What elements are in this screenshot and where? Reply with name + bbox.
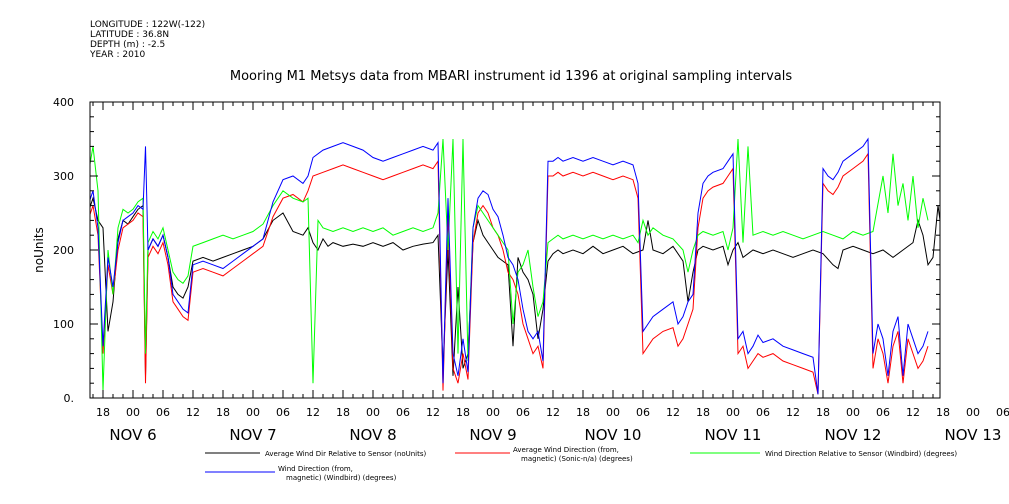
x-tick-label: 18 [456,406,470,419]
y-tick-label: 100 [53,318,74,331]
y-tick-label: 200 [53,244,74,257]
y-tick-label: 300 [53,170,74,183]
legend-entry-2: Average Wind Direction (from, magnetic) (… [513,446,633,463]
depth-label: DEPTH (m) : -2.5 [90,40,166,50]
x-tick-label: 00 [846,406,860,419]
legend-entry-1: Average Wind Dir Relative to Sensor (noU… [265,450,426,458]
x-tick-label: 18 [936,406,950,419]
y-tick-label: 400 [53,96,74,109]
x-tick-label: 06 [156,406,170,419]
x-day-label: NOV 7 [229,426,276,444]
x-tick-label: 00 [606,406,620,419]
chart-title: Mooring M1 Metsys data from MBARI instru… [230,69,792,84]
series-line-3 [90,138,929,391]
y-axis-label: noUnits [32,227,46,273]
x-tick-label: 12 [186,406,200,419]
latitude-label: LATITUDE : 36.8N [90,30,170,40]
legend-entry-line: magnetic) (Sonic-n/a) (degrees) [521,455,633,463]
year-label: YEAR : 2010 [90,50,146,60]
x-tick-label: 06 [516,406,530,419]
x-day-label: NOV 10 [585,426,642,444]
x-tick-label: 18 [96,406,110,419]
legend-entry-line: Average Wind Direction (from, [513,446,619,454]
x-tick-label: 12 [546,406,560,419]
x-tick-label: 06 [996,406,1009,419]
x-tick-label: 06 [396,406,410,419]
series-line-1 [90,196,940,376]
legend-entry-line: Wind Direction Relative to Sensor (Windb… [765,450,957,458]
x-tick-label: 12 [906,406,920,419]
x-tick-label: 12 [306,406,320,419]
x-day-label: NOV 12 [825,426,882,444]
x-tick-label: 00 [726,406,740,419]
y-tick-label: 0. [64,392,75,405]
legend-entry-3: Wind Direction Relative to Sensor (Windb… [765,450,957,458]
legend-entry-line: Average Wind Dir Relative to Sensor (noU… [265,450,426,458]
x-tick-label: 12 [426,406,440,419]
x-day-label: NOV 11 [705,426,762,444]
legend-entry-line: Wind Direction (from, [278,465,353,473]
x-tick-label: 00 [486,406,500,419]
metadata-header: LONGITUDE : 122W(-122) LATITUDE : 36.8N … [90,20,205,60]
x-tick-label: 18 [816,406,830,419]
x-day-label: NOV 9 [469,426,516,444]
x-tick-label: 12 [786,406,800,419]
legend-entry-line: magnetic) (Windbird) (degrees) [286,474,397,482]
legend-entry-4: Wind Direction (from, magnetic) (Windbird… [278,465,397,482]
x-tick-label: 00 [966,406,980,419]
x-tick-label: 06 [756,406,770,419]
x-day-label: NOV 8 [349,426,396,444]
x-day-label: NOV 6 [109,426,156,444]
series-line-2 [90,152,929,395]
x-tick-label: 06 [876,406,890,419]
x-tick-label: 18 [696,406,710,419]
x-tick-label: 00 [126,406,140,419]
x-tick-label: 06 [636,406,650,419]
x-tick-label: 00 [246,406,260,419]
longitude-label: LONGITUDE : 122W(-122) [90,20,206,30]
x-tick-label: 18 [216,406,230,419]
x-tick-label: 06 [276,406,290,419]
x-tick-label: 18 [336,406,350,419]
x-day-label: NOV 13 [945,426,1002,444]
x-tick-label: 00 [366,406,380,419]
x-tick-label: 18 [576,406,590,419]
series-line-4 [90,137,929,395]
x-tick-label: 12 [666,406,680,419]
